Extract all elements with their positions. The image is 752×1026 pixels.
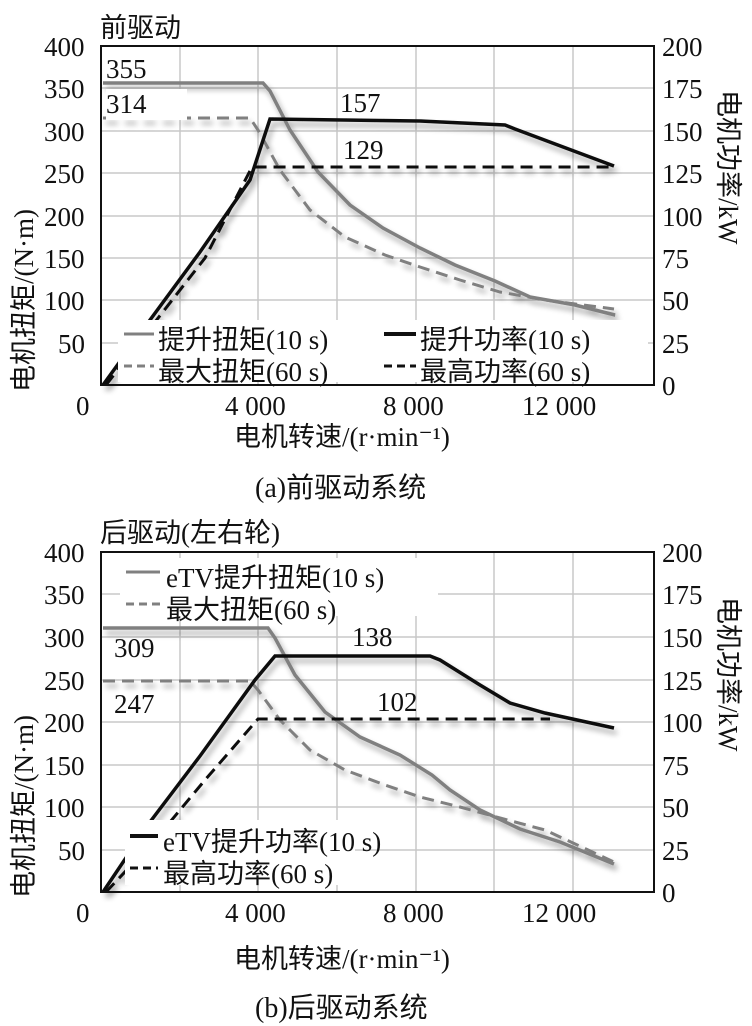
tick: 0 <box>662 878 676 908</box>
tick: 150 <box>662 117 703 147</box>
tick: 100 <box>44 286 85 316</box>
tick: 100 <box>662 708 703 738</box>
tick: 150 <box>44 244 85 274</box>
legend-a-item: 提升扭矩(10 s) <box>158 325 329 355</box>
curve-boost-power-b <box>101 654 615 893</box>
tick: 125 <box>662 159 703 189</box>
annotation-355: 355 <box>106 54 147 84</box>
tick: 200 <box>44 708 85 738</box>
annotation-247: 247 <box>114 689 155 719</box>
tick: 50 <box>58 329 85 359</box>
tick: 8 000 <box>383 391 444 421</box>
legend-a-item: 最高功率(60 s) <box>420 357 591 387</box>
curve-boost-power-a <box>101 117 615 387</box>
legend-b-top-bg <box>120 558 438 616</box>
tick: 100 <box>44 793 85 823</box>
x-axis-label-a: 电机转速/(r·min⁻¹) <box>234 422 450 452</box>
tick: 150 <box>662 623 703 653</box>
panel-a-title: 前驱动 <box>100 13 181 43</box>
tick: 50 <box>662 793 689 823</box>
caption-a: (a)前驱动系统 <box>255 473 427 504</box>
tick: 50 <box>58 836 85 866</box>
tick: 300 <box>44 117 85 147</box>
tick: 400 <box>44 32 85 62</box>
caption-b: (b)后驱动系统 <box>255 993 428 1024</box>
annotation-138: 138 <box>352 622 393 652</box>
annotation-309: 309 <box>114 633 155 663</box>
tick: 400 <box>44 538 85 568</box>
legend-b-item: eTV提升扭矩(10 s) <box>166 563 385 593</box>
tick: 0 <box>76 391 90 421</box>
tick: 75 <box>662 751 689 781</box>
tick: 350 <box>44 580 85 610</box>
tick: 4 000 <box>225 898 286 928</box>
tick: 50 <box>662 286 689 316</box>
frame-b <box>100 551 655 893</box>
tick: 150 <box>44 751 85 781</box>
tick: 350 <box>44 74 85 104</box>
y-right-label-b: 电机功率/kW <box>713 597 743 752</box>
curve-boost-torque-b <box>103 626 615 866</box>
tick: 25 <box>662 836 689 866</box>
legend-b-item: eTV提升功率(10 s) <box>163 827 382 857</box>
annotation-129: 129 <box>343 135 384 165</box>
annotation-157: 157 <box>340 88 381 118</box>
curve-max-torque-a <box>103 116 615 311</box>
tick: 250 <box>44 666 85 696</box>
x-axis-label-b: 电机转速/(r·min⁻¹) <box>234 944 450 974</box>
annotation-102: 102 <box>377 687 418 717</box>
legend-b-item: 最大扭矩(60 s) <box>166 595 337 625</box>
tick: 0 <box>662 371 676 401</box>
y-right-label-a: 电机功率/kW <box>713 90 743 245</box>
tick: 250 <box>44 159 85 189</box>
curves-a <box>101 81 616 387</box>
y-left-label-a: 电机扭矩/(N·m) <box>9 209 39 392</box>
panel-b-title: 后驱动(左右轮) <box>100 518 280 548</box>
tick: 200 <box>662 538 703 568</box>
tick: 12 000 <box>522 391 597 421</box>
tick: 25 <box>662 329 689 359</box>
tick: 12 000 <box>522 898 597 928</box>
tick: 75 <box>662 244 689 274</box>
tick: 4 000 <box>225 391 286 421</box>
tick: 200 <box>44 202 85 232</box>
frame-a <box>100 45 655 386</box>
legend-b-item: 最高功率(60 s) <box>163 859 334 889</box>
y-left-label-b: 电机扭矩/(N·m) <box>9 715 39 898</box>
legend-b-bottom-bg <box>125 820 355 885</box>
curve-max-torque-b <box>103 679 615 864</box>
tick: 175 <box>662 74 703 104</box>
tick: 175 <box>662 580 703 610</box>
annotation-314: 314 <box>106 89 187 120</box>
tick: 300 <box>44 623 85 653</box>
legend-a-item: 最大扭矩(60 s) <box>158 357 329 387</box>
legend-a-item: 提升功率(10 s) <box>420 325 591 355</box>
tick: 125 <box>662 666 703 696</box>
tick: 8 000 <box>383 898 444 928</box>
tick: 0 <box>76 898 90 928</box>
curve-max-power-a <box>104 165 614 386</box>
tick: 200 <box>662 32 703 62</box>
tick: 100 <box>662 202 703 232</box>
legend-a-bg <box>118 320 648 382</box>
